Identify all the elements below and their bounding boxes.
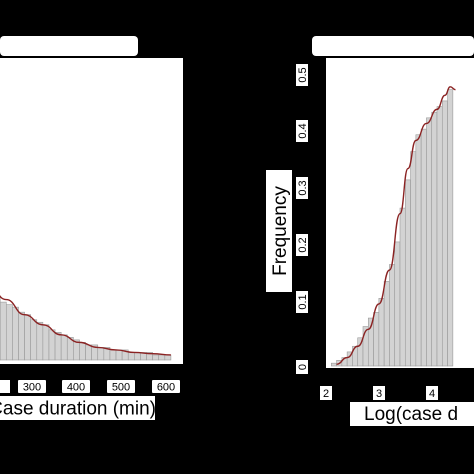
left-x-axis-label: Case duration (min) [0, 399, 156, 420]
right-histogram-bar [394, 241, 401, 367]
left-plot-area [0, 58, 183, 364]
right-x-tick-label: 3 [376, 388, 382, 400]
right-histogram-bars [330, 89, 454, 367]
right-y-tick-label: 0.1 [297, 294, 309, 309]
right-y-tick-label: 0 [297, 364, 309, 370]
right-histogram-bar [420, 128, 427, 367]
left-x-axis: 300 400 500 600 [0, 380, 180, 394]
left-histogram-bar [42, 324, 50, 361]
left-histogram-bar [97, 347, 105, 361]
right-histogram-bar [441, 100, 448, 367]
left-x-tick-label: 600 [157, 382, 175, 394]
right-histogram-bar [426, 117, 433, 367]
left-x-tick-label: 500 [112, 382, 130, 394]
right-histogram-bar [399, 207, 406, 367]
right-y-axis-label: Frequency [270, 186, 291, 276]
right-histogram-bar [373, 312, 380, 367]
left-histogram-bar [79, 342, 86, 361]
right-x-tick-label: 4 [429, 388, 435, 400]
right-y-tick-label: 0.4 [297, 123, 309, 138]
right-histogram-bar [378, 298, 385, 367]
left-histogram-bar [115, 349, 123, 361]
left-histogram-bar [48, 329, 56, 361]
right-histogram-bar [415, 134, 422, 367]
left-density-curve [0, 295, 171, 356]
left-x-tick-label: 300 [23, 382, 41, 394]
left-histogram-bar [0, 301, 7, 361]
left-histogram-bar [12, 306, 19, 361]
right-histogram-bar [389, 264, 396, 367]
right-x-axis: 2 3 4 [320, 386, 438, 400]
left-histogram-bar [24, 314, 31, 361]
left-histogram-bar [158, 354, 166, 361]
left-histogram-bar [109, 349, 117, 361]
right-x-tick-label: 2 [323, 388, 329, 400]
right-histogram-bar [404, 179, 411, 367]
right-histogram-bar [330, 362, 337, 367]
right-histogram-bar [431, 111, 438, 367]
right-histogram-bar [447, 89, 454, 367]
left-histogram-bar [18, 311, 25, 361]
right-histogram-bar [436, 106, 443, 367]
left-histogram-bar [164, 354, 172, 361]
right-y-tick-label: 0.5 [297, 67, 309, 82]
left-histogram-bars [0, 296, 172, 361]
right-x-axis-label: Log(case d [364, 404, 458, 425]
left-histogram-bar [152, 354, 160, 361]
right-histogram-bar [357, 337, 364, 367]
right-y-tick-label: 0.3 [297, 180, 309, 195]
right-y-tick-label: 0.2 [297, 237, 309, 252]
right-density-curve [336, 86, 456, 366]
left-histogram-bar [85, 344, 92, 361]
right-histogram-bar [383, 281, 390, 367]
left-histogram-bar [127, 352, 135, 361]
right-panel-header-strip [312, 36, 474, 56]
left-histogram-bar [30, 319, 38, 361]
left-histogram-bar [54, 332, 62, 361]
right-y-axis: 0.5 0.4 0.3 0.2 0.1 0 [296, 64, 309, 374]
left-histogram-bar [36, 321, 44, 361]
right-histogram-bar [410, 151, 417, 367]
left-x-tick-label: 400 [67, 382, 85, 394]
left-histogram-bar [134, 352, 141, 361]
left-histogram-bar [60, 334, 68, 361]
left-histogram-bar [5, 304, 13, 361]
left-panel-header-strip [0, 36, 138, 56]
